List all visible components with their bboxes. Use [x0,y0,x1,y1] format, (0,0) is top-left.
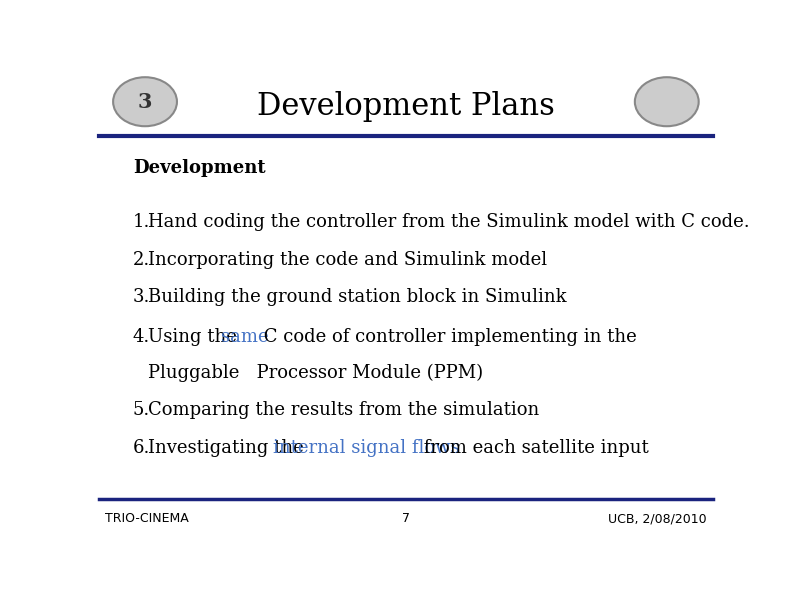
Text: 3.: 3. [133,288,150,306]
Text: Hand coding the controller from the Simulink model with C code.: Hand coding the controller from the Simu… [148,213,750,231]
Text: 4.: 4. [133,328,150,346]
Text: Incorporating the code and Simulink model: Incorporating the code and Simulink mode… [148,250,547,269]
Text: UCB, 2/08/2010: UCB, 2/08/2010 [608,512,706,525]
Text: Development Plans: Development Plans [257,91,555,122]
Text: from each satellite input: from each satellite input [418,439,649,457]
Text: Using the: Using the [148,328,242,346]
Text: TRIO-CINEMA: TRIO-CINEMA [105,512,188,525]
Text: Comparing the results from the simulation: Comparing the results from the simulatio… [148,401,539,419]
Text: same: same [222,328,269,346]
Text: 1.: 1. [133,213,150,231]
Text: internal signal flows: internal signal flows [273,439,460,457]
Text: 2.: 2. [133,250,150,269]
Circle shape [635,77,699,126]
Text: Development: Development [133,159,265,177]
Text: 7: 7 [402,512,410,525]
Text: Investigating the: Investigating the [148,439,310,457]
Circle shape [113,77,177,126]
Text: Building the ground station block in Simulink: Building the ground station block in Sim… [148,288,567,306]
Text: C code of controller implementing in the: C code of controller implementing in the [258,328,637,346]
Text: 5.: 5. [133,401,150,419]
Text: Pluggable   Processor Module (PPM): Pluggable Processor Module (PPM) [148,364,483,382]
Text: 6.: 6. [133,439,150,457]
Text: 3: 3 [138,92,152,112]
